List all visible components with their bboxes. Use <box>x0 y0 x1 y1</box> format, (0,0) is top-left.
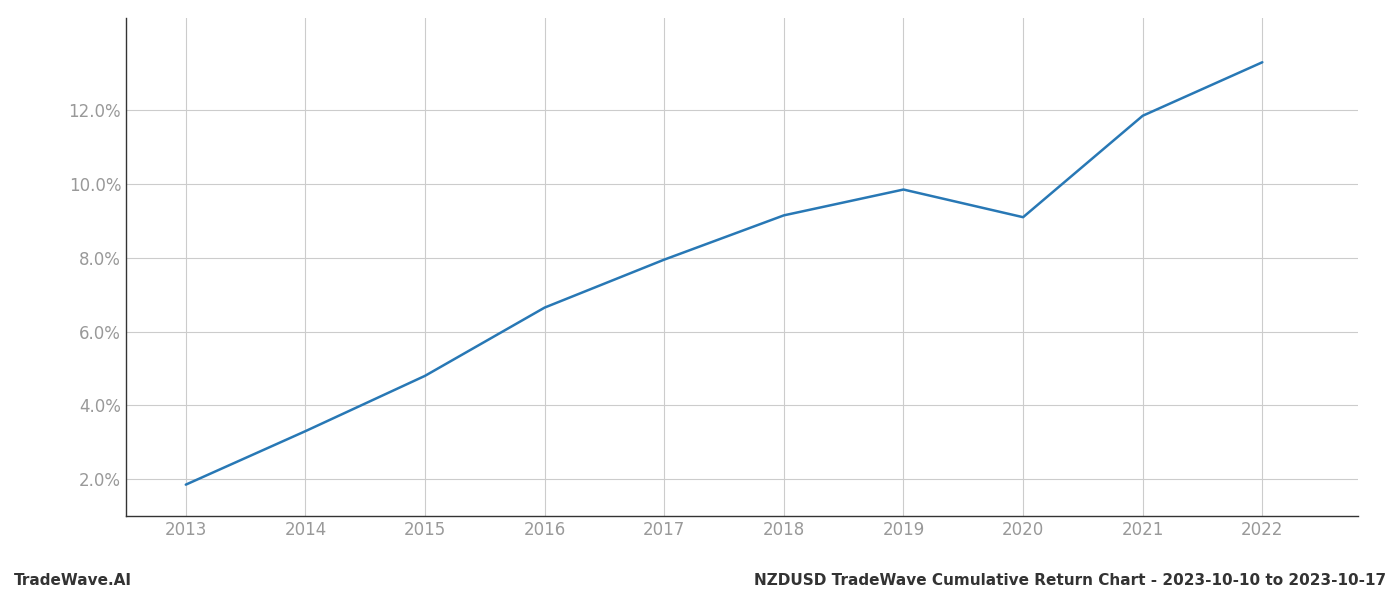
Text: TradeWave.AI: TradeWave.AI <box>14 573 132 588</box>
Text: NZDUSD TradeWave Cumulative Return Chart - 2023-10-10 to 2023-10-17: NZDUSD TradeWave Cumulative Return Chart… <box>753 573 1386 588</box>
